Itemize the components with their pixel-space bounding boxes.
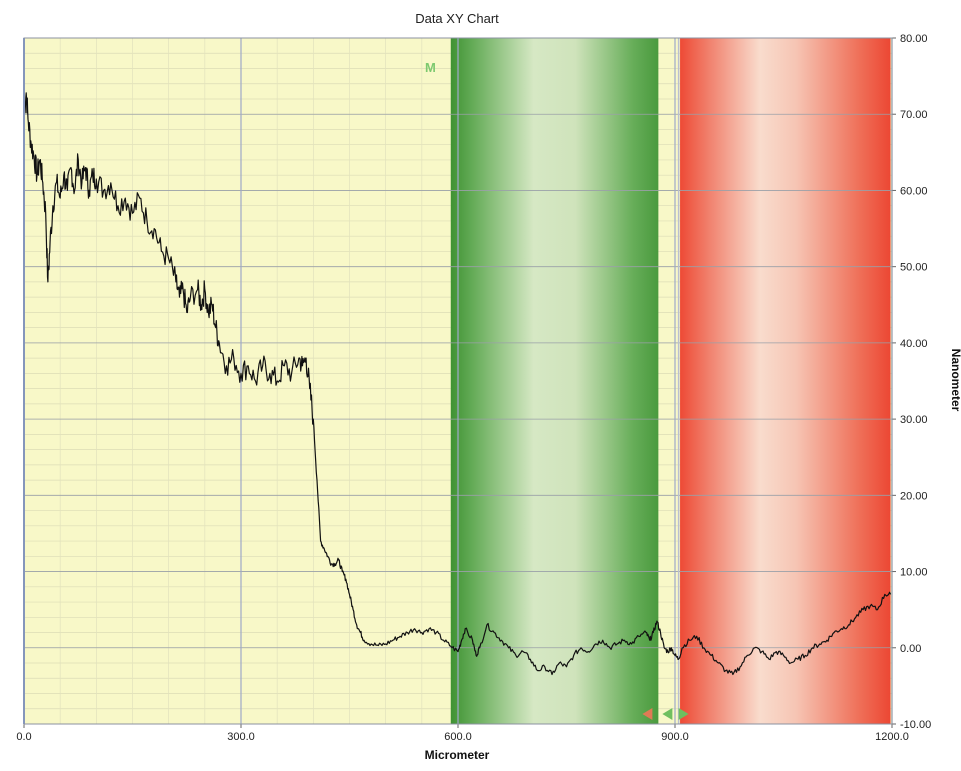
y-tick-label: 0.00 — [900, 643, 921, 655]
green-region-handle-left[interactable] — [662, 708, 673, 720]
y-tick-label: 60.00 — [900, 185, 928, 197]
highlight-regions — [450, 38, 891, 724]
red-region[interactable] — [680, 38, 891, 724]
x-axis-label: Micrometer — [425, 748, 490, 762]
x-tick-label: 0.0 — [16, 731, 31, 743]
red-region-handle[interactable] — [642, 708, 653, 720]
y-tick-label: 40.00 — [900, 338, 928, 350]
series-line — [23, 92, 892, 676]
x-tick-label: 1200.0 — [875, 731, 909, 743]
plot-border — [23, 37, 893, 725]
x-tick-label: 900.0 — [661, 731, 689, 743]
marker-label[interactable]: M — [425, 60, 436, 75]
y-tick-label: 30.00 — [900, 414, 928, 426]
y-tick-label: 20.00 — [900, 490, 928, 502]
y-axis-label: Nanometer — [949, 349, 961, 412]
y-tick-label: 70.00 — [900, 109, 928, 121]
region-handles[interactable] — [642, 708, 689, 720]
green-region[interactable] — [450, 38, 659, 724]
y-tick-label: -10.00 — [900, 719, 931, 731]
green-region-handle-right[interactable] — [678, 708, 689, 720]
y-tick-label: 10.00 — [900, 567, 928, 579]
chart-title: Data XY Chart — [415, 11, 499, 26]
y-tick-label: 50.00 — [900, 262, 928, 274]
y-axis-ticks: -10.00 0.00 10.00 20.00 30.00 40.00 50.00 60.00… — [892, 33, 931, 731]
x-axis-ticks: 0.0 300.0 600.0 900.0 1200.0 — [16, 724, 909, 743]
x-tick-label: 300.0 — [227, 731, 255, 743]
x-tick-label: 600.0 — [444, 731, 472, 743]
y-tick-label: 80.00 — [900, 33, 928, 45]
